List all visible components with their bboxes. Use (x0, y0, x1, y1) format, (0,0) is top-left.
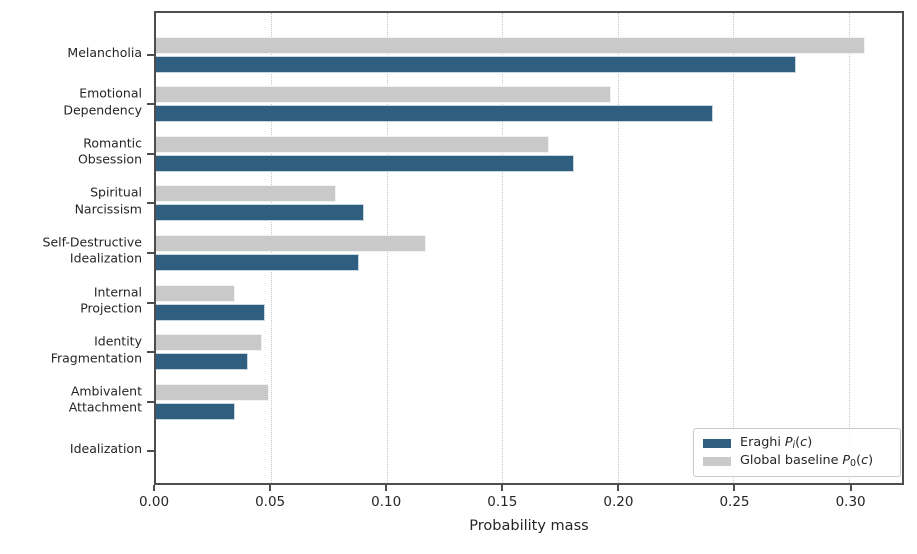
legend-math-variable: c (861, 453, 869, 469)
legend-paren: ) (868, 453, 874, 469)
y-category-label: Melancholia (67, 44, 142, 60)
bar-eraghi (156, 105, 713, 123)
x-tick-label: 0.30 (835, 494, 866, 510)
y-tick (147, 251, 154, 254)
legend-swatch-eraghi-icon (703, 439, 731, 449)
legend-math-subscript: 0 (850, 458, 857, 470)
bar-baseline (156, 86, 611, 104)
bar-eraghi (156, 253, 360, 271)
legend-math-symbol: P (784, 435, 793, 451)
x-tick-label: 0.15 (487, 494, 518, 510)
legend-swatch-baseline-icon (703, 456, 731, 466)
y-tick (147, 450, 154, 453)
y-tick (147, 400, 154, 403)
legend-math-symbol: P (842, 453, 851, 469)
gridline (617, 13, 619, 483)
x-tick-label: 0.10 (371, 494, 402, 510)
bar-baseline (156, 383, 270, 401)
y-tick (147, 152, 154, 155)
x-tick-label: 0.25 (719, 494, 750, 510)
legend-item-baseline: Global baseline P0(c) (703, 453, 891, 470)
x-tick-label: 0.05 (255, 494, 286, 510)
bar-eraghi (156, 402, 235, 420)
y-tick (147, 202, 154, 205)
legend-text: Global baseline (740, 453, 839, 469)
legend-label-eraghi: Eraghi Pi(c) (740, 435, 813, 452)
bar-eraghi (156, 154, 575, 172)
legend-math-subscript: i (792, 440, 796, 452)
legend-paren: ( (795, 435, 801, 451)
legend-math-variable: c (800, 435, 808, 451)
y-category-label: Emotional Dependency (63, 85, 142, 118)
x-tick (269, 485, 272, 491)
x-tick (617, 485, 620, 491)
bar-eraghi (156, 55, 796, 73)
y-tick (147, 351, 154, 354)
gridline (502, 13, 504, 483)
y-category-label: Idealization (69, 441, 142, 457)
y-category-label: Spiritual Narcissism (74, 184, 142, 217)
legend: Eraghi Pi(c) Global baseline P0(c) (693, 428, 901, 477)
gridline (848, 13, 850, 483)
bar-eraghi (156, 303, 265, 321)
legend-item-eraghi: Eraghi Pi(c) (703, 435, 891, 452)
y-category-label: Self-Destructive Idealization (42, 234, 142, 266)
y-category-label: Ambivalent Attachment (68, 383, 142, 415)
legend-text: Eraghi (740, 435, 781, 451)
x-tick-label: 0.20 (603, 494, 634, 510)
x-axis-label: Probability mass (469, 518, 589, 534)
bar-eraghi (156, 204, 364, 222)
x-tick (501, 485, 504, 491)
bar-baseline (156, 234, 427, 252)
y-category-label: Identity Fragmentation (50, 333, 142, 366)
bar-baseline (156, 334, 263, 352)
y-category-label: Internal Projection (80, 284, 142, 316)
plot-area (147, 11, 904, 485)
x-tick-label: 0.00 (138, 494, 170, 510)
x-tick (385, 485, 388, 491)
bar-baseline (156, 284, 235, 302)
legend-paren: ( (856, 453, 862, 469)
y-tick (147, 53, 154, 56)
x-tick (849, 485, 852, 491)
bar-baseline (156, 185, 337, 203)
gridline (733, 13, 735, 483)
legend-paren: ) (807, 435, 813, 451)
x-tick (153, 485, 155, 491)
legend-label-baseline: Global baseline P0(c) (740, 453, 874, 470)
x-tick (733, 485, 736, 491)
y-tick (147, 103, 154, 106)
bar-eraghi (156, 353, 249, 371)
bar-baseline (156, 36, 866, 54)
y-tick (147, 301, 154, 304)
bar-baseline (156, 135, 549, 153)
y-category-label: Romantic Obsession (77, 135, 142, 167)
